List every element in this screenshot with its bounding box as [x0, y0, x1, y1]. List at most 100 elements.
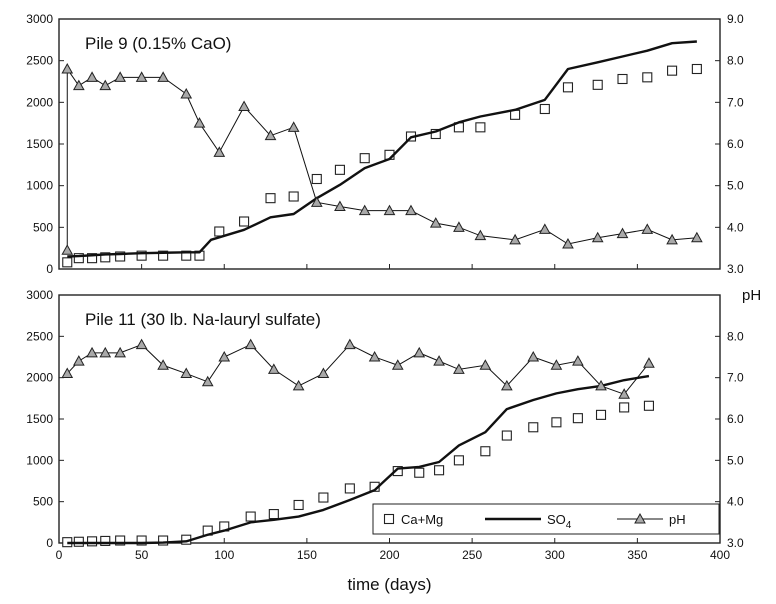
ph-point: [618, 388, 631, 399]
ph-point: [317, 367, 330, 379]
ca-mg-point: [430, 128, 441, 140]
ph-point: [135, 338, 148, 350]
chart-panel-1: 0 500 1000 1500 2000 2500 3000 3.0 4.0 5.0 6.0 7.0 8…: [26, 12, 744, 276]
ph-point: [61, 367, 74, 379]
ph-point: [86, 71, 98, 82]
ca-mg-point: [158, 250, 169, 261]
ph-point: [264, 129, 277, 141]
ca-mg-point: [73, 253, 84, 264]
ph-point: [391, 359, 404, 370]
ph-point: [61, 244, 74, 255]
ca-mg-point: [245, 511, 256, 522]
legend-ph-label: pH: [669, 512, 686, 527]
y2-tick-label: 8.0: [727, 54, 744, 68]
ca-mg-point: [539, 103, 550, 115]
ph-point: [500, 379, 513, 391]
ca-mg-point: [667, 65, 678, 76]
ca-mg-point: [475, 122, 486, 133]
ph-point: [368, 350, 381, 362]
ph-point: [135, 71, 148, 82]
ph-point: [99, 346, 112, 358]
x-tick-label: 50: [135, 548, 149, 562]
ca-mg-point: [528, 422, 539, 433]
ca-mg-point: [136, 535, 147, 546]
ph-point: [453, 363, 465, 374]
ca-mg-point: [480, 446, 491, 457]
ph-point: [287, 121, 300, 132]
ph-point: [72, 355, 85, 366]
ph-point: [641, 223, 654, 234]
legend-ca-mg-label: Ca+Mg: [401, 512, 443, 527]
ph-point: [643, 357, 655, 368]
y-tick-label: 1000: [26, 179, 53, 193]
legend-so4-label: SO4: [547, 512, 572, 531]
ca-mg-point: [595, 409, 607, 420]
ca-mg-point: [115, 535, 126, 546]
y2-tick-label: 5.0: [727, 179, 744, 193]
ph-point: [595, 379, 607, 391]
ph-point: [99, 79, 112, 91]
ph-point: [591, 231, 604, 243]
ca-mg-point: [214, 226, 225, 237]
ca-mg-point: [239, 216, 250, 227]
ca-mg-point: [551, 417, 562, 428]
ca-mg-point: [392, 466, 403, 477]
ca-mg-point: [642, 72, 653, 83]
series-so4: [67, 374, 650, 545]
ph-point: [180, 367, 193, 379]
ph-point: [666, 233, 678, 245]
ph-point: [616, 227, 629, 239]
x-tick-label: 100: [214, 548, 234, 562]
y2-tick-label: 4.0: [727, 220, 744, 234]
y-tick-label: 3000: [26, 12, 53, 26]
ph-point: [292, 379, 305, 391]
x-tick-label: 200: [379, 548, 399, 562]
ca-mg-point: [617, 73, 628, 85]
y-tick-label: 0: [46, 262, 53, 276]
y2-tick-label: 8.0: [727, 329, 744, 343]
ph-point: [413, 346, 426, 358]
ca-mg-point: [311, 173, 322, 185]
ph-point: [562, 237, 574, 249]
ph-point: [550, 359, 563, 370]
ca-mg-point: [100, 535, 111, 546]
ph-point: [193, 117, 206, 128]
ca-mg-point: [62, 257, 73, 268]
ca-mg-point: [136, 250, 147, 261]
legend-ca-mg-marker: [383, 513, 395, 525]
ph-point: [474, 229, 487, 241]
y2-axis-label: pH: [742, 287, 761, 304]
x-tick-label: 150: [297, 548, 317, 562]
ca-mg-point: [73, 536, 84, 547]
y2-tick-label: 9.0: [727, 12, 744, 26]
ph-point: [433, 355, 445, 366]
ph-point: [334, 200, 346, 211]
chart-title: Pile 11 (30 lb. Na-lauryl sulfate): [85, 310, 321, 329]
ca-mg-point: [691, 63, 702, 75]
ca-mg-point: [619, 402, 630, 413]
so4-line: [67, 40, 697, 258]
ph-point: [691, 231, 703, 243]
ca-mg-point: [318, 492, 329, 503]
ph-point: [310, 196, 323, 207]
so4-line: [67, 374, 650, 545]
ph-point: [218, 350, 231, 362]
ca-mg-point: [592, 79, 603, 90]
ph-point: [72, 79, 85, 91]
x-tick-label: 0: [56, 548, 63, 562]
ca-mg-point: [434, 465, 445, 476]
ph-point: [213, 146, 226, 157]
ph-point: [114, 71, 126, 82]
ca-mg-point: [265, 193, 276, 204]
y-tick-label: 1500: [26, 412, 53, 426]
ca-mg-point: [158, 535, 169, 546]
y-tick-label: 2000: [26, 371, 53, 385]
ca-mg-point: [562, 82, 574, 93]
y-tick-label: 1500: [26, 137, 53, 151]
ph-point: [157, 71, 169, 82]
y2-tick-label: 3.0: [727, 536, 744, 550]
chart-panel-2: 0500100015002000250030003.04.05.06.07.08…: [26, 287, 761, 594]
x-tick-label: 350: [627, 548, 647, 562]
ph-point: [267, 363, 280, 374]
